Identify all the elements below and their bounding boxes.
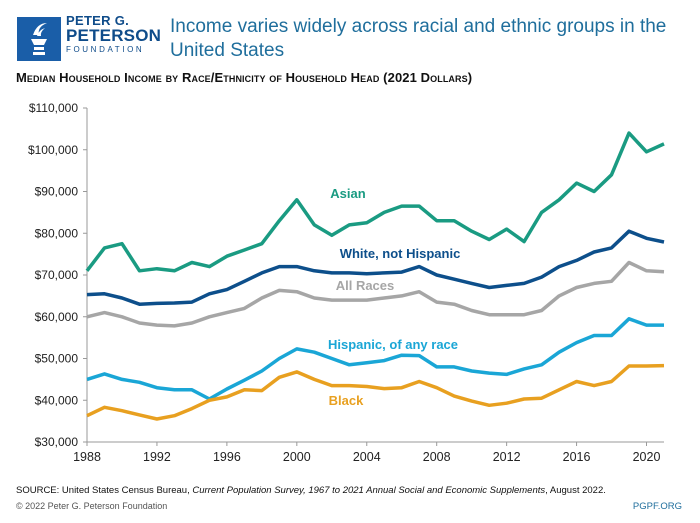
y-tick-label: $30,000 — [35, 435, 79, 449]
y-tick-label: $110,000 — [29, 101, 78, 115]
y-tick-label: $50,000 — [35, 352, 79, 366]
y-tick-label: $60,000 — [35, 310, 79, 324]
x-tick-label: 1996 — [213, 450, 241, 464]
site-link[interactable]: PGPF.ORG — [632, 501, 682, 512]
source-prefix: SOURCE: United States Census Bureau, — [16, 485, 193, 496]
series-line-hispanic-of-any-race — [86, 317, 664, 401]
series-label: Hispanic, of any race — [328, 337, 458, 352]
chart-title: Median Household Income by Race/Ethnicit… — [16, 70, 473, 85]
page-title: Income varies widely across racial and e… — [170, 16, 667, 61]
y-tick-label: $40,000 — [35, 393, 79, 407]
y-tick-label: $100,000 — [28, 143, 78, 157]
series-label: All Races — [336, 278, 395, 293]
series-label: Black — [329, 393, 364, 408]
series-line-all-races — [86, 260, 665, 328]
logo-line2: PETERSON — [66, 26, 162, 45]
pgpf-logo — [17, 17, 61, 61]
x-tick-label: 2012 — [493, 450, 521, 464]
x-tick-label: 2004 — [353, 450, 381, 464]
copyright: © 2022 Peter G. Peterson Foundation — [16, 501, 168, 511]
x-tick-label: 1988 — [73, 450, 101, 464]
x-tick-label: 2000 — [283, 450, 311, 464]
x-tick-label: 2016 — [563, 450, 591, 464]
logo-wordmark: PETER G. PETERSON FOUNDATION — [66, 14, 161, 54]
source-title: Current Population Survey, 1967 to 2021 … — [192, 485, 546, 496]
series-line-asian — [85, 131, 665, 273]
source-note: SOURCE: United States Census Bureau, Cur… — [16, 485, 606, 496]
x-tick-label: 2020 — [633, 450, 661, 464]
source-suffix: , August 2022. — [545, 485, 606, 496]
series-label: Asian — [330, 186, 365, 201]
logo-line1: PETER G. — [66, 13, 130, 28]
series-line-white-not-hispanic — [86, 229, 665, 306]
y-tick-label: $90,000 — [35, 185, 79, 199]
series-line-black — [86, 363, 665, 421]
logo-line3: FOUNDATION — [66, 45, 145, 54]
x-tick-label: 2008 — [423, 450, 451, 464]
y-tick-label: $80,000 — [35, 226, 79, 240]
torch-icon — [31, 23, 47, 55]
x-tick-label: 1992 — [143, 450, 171, 464]
y-tick-label: $70,000 — [35, 268, 79, 282]
series-label: White, not Hispanic — [340, 246, 461, 261]
